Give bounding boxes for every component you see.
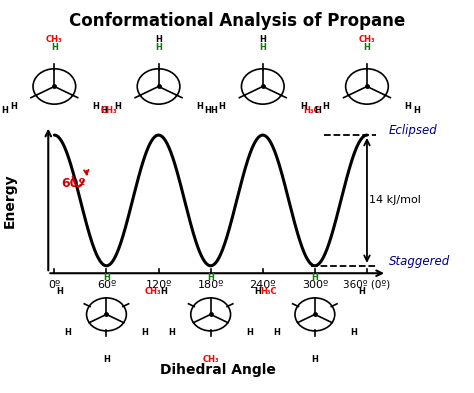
Text: H: H — [210, 106, 217, 114]
Text: H: H — [259, 43, 266, 51]
Text: H: H — [358, 288, 365, 296]
Text: Staggered: Staggered — [389, 255, 450, 268]
Text: 300º: 300º — [302, 280, 328, 290]
Text: H: H — [103, 355, 110, 364]
Text: CH₃: CH₃ — [359, 35, 375, 44]
Text: 60º: 60º — [61, 177, 86, 190]
Text: H: H — [103, 273, 110, 282]
Text: H: H — [155, 43, 162, 51]
Text: H: H — [155, 35, 162, 44]
Text: H: H — [100, 106, 107, 114]
Text: H: H — [114, 102, 121, 110]
Text: CH₃: CH₃ — [101, 106, 118, 114]
Text: H: H — [259, 35, 266, 44]
Text: Conformational Analysis of Propane: Conformational Analysis of Propane — [69, 12, 405, 30]
Text: H: H — [311, 273, 319, 282]
Text: H: H — [413, 106, 419, 114]
Text: H: H — [160, 288, 167, 296]
Text: H: H — [218, 102, 225, 110]
Text: 180º: 180º — [198, 280, 224, 290]
Text: H₃C: H₃C — [304, 106, 320, 114]
Text: Eclipsed: Eclipsed — [389, 124, 438, 137]
Text: CH₃: CH₃ — [202, 355, 219, 364]
Text: Energy: Energy — [2, 173, 17, 228]
Text: CH₃: CH₃ — [145, 288, 162, 296]
Text: H: H — [311, 355, 319, 364]
Text: H: H — [314, 106, 321, 114]
Text: H: H — [301, 102, 307, 110]
Text: H: H — [273, 329, 280, 337]
Text: 360º (0º): 360º (0º) — [343, 280, 391, 290]
Text: CH₃: CH₃ — [46, 35, 63, 44]
Text: 14 kJ/mol: 14 kJ/mol — [369, 195, 420, 206]
Text: H: H — [204, 106, 211, 114]
Text: H: H — [364, 43, 370, 51]
Text: H: H — [142, 329, 148, 337]
Text: H: H — [10, 102, 17, 110]
Text: 0º: 0º — [48, 280, 61, 290]
Text: H: H — [322, 102, 329, 110]
Text: H: H — [56, 288, 63, 296]
Text: H: H — [196, 102, 203, 110]
Text: H: H — [254, 288, 261, 296]
Text: 120º: 120º — [146, 280, 172, 290]
Text: H: H — [350, 329, 357, 337]
Text: H: H — [405, 102, 411, 110]
Text: H: H — [1, 106, 9, 114]
Text: H₃C: H₃C — [260, 288, 276, 296]
Text: H: H — [64, 329, 71, 337]
Text: Dihedral Angle: Dihedral Angle — [160, 363, 276, 377]
Text: H: H — [169, 329, 175, 337]
Text: H: H — [51, 43, 58, 51]
Text: H: H — [207, 273, 214, 282]
Text: 240º: 240º — [249, 280, 276, 290]
Text: H: H — [92, 102, 99, 110]
Text: 60º: 60º — [97, 280, 116, 290]
Text: H: H — [246, 329, 253, 337]
